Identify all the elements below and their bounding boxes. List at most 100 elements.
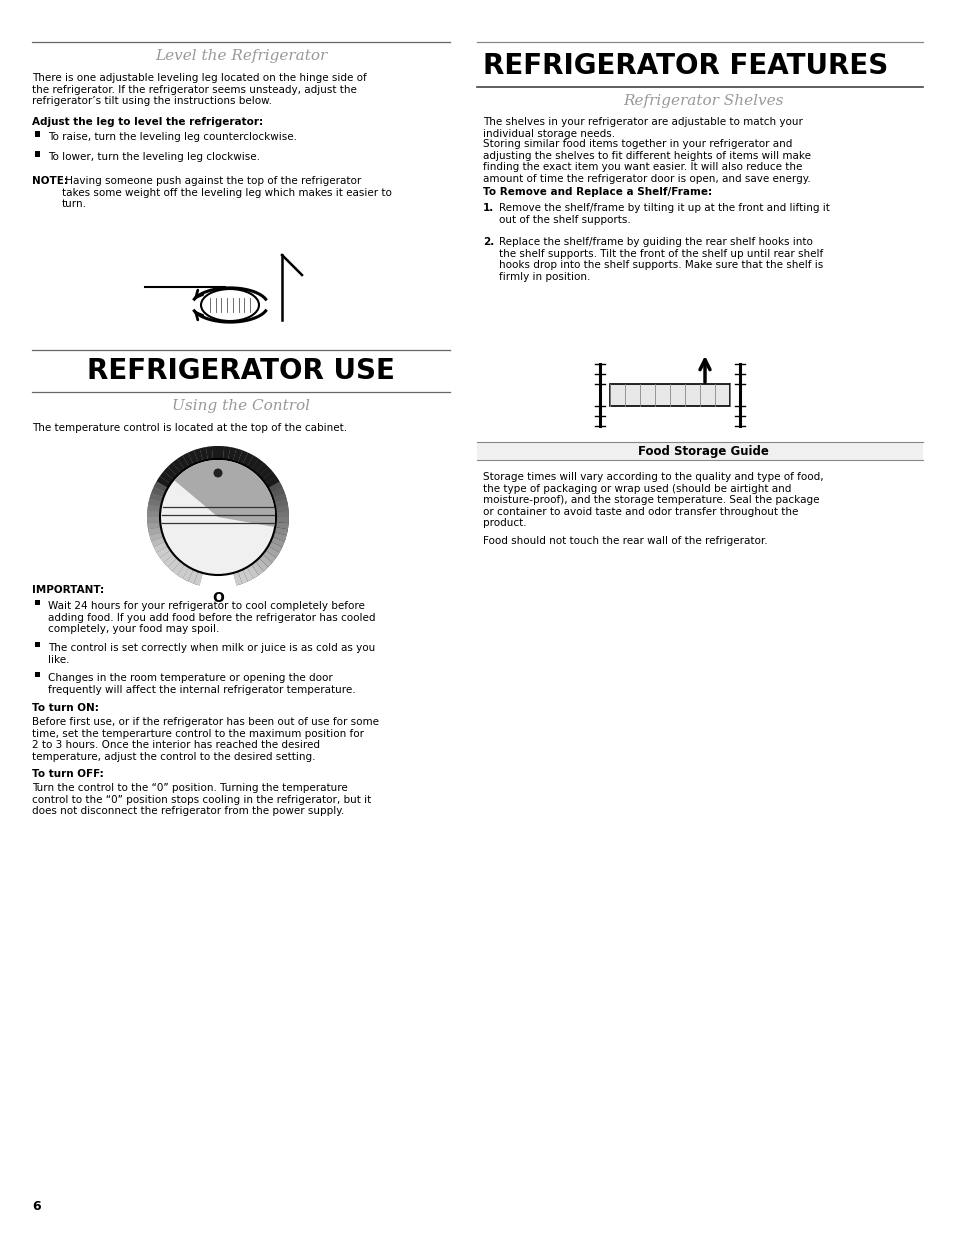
Wedge shape [251,562,263,576]
Text: O: O [212,592,224,605]
Circle shape [160,459,275,576]
Wedge shape [148,527,162,536]
Wedge shape [265,546,279,558]
Wedge shape [153,482,168,493]
Wedge shape [193,572,203,585]
Bar [35,131,40,137]
Wedge shape [199,572,236,589]
Text: Replace the shelf/frame by guiding the rear shelf hooks into
the shelf supports.: Replace the shelf/frame by guiding the r… [498,237,822,282]
Wedge shape [212,446,218,459]
Text: Storing similar food items together in your refrigerator and
adjusting the shelv: Storing similar food items together in y… [482,140,810,184]
Wedge shape [174,459,274,527]
Wedge shape [147,517,160,524]
Wedge shape [255,463,268,475]
Text: Food Storage Guide: Food Storage Guide [637,445,767,457]
Wedge shape [246,456,289,517]
Text: The shelves in your refrigerator are adjustable to match your
individual storage: The shelves in your refrigerator are adj… [482,117,802,138]
Wedge shape [182,453,193,467]
Wedge shape [152,487,165,498]
Text: Level the Refrigerator: Level the Refrigerator [154,49,327,63]
Text: To Remove and Replace a Shelf/Frame:: To Remove and Replace a Shelf/Frame: [482,186,711,198]
Wedge shape [271,537,284,547]
Wedge shape [246,517,289,578]
Wedge shape [259,467,273,479]
Wedge shape [247,564,258,578]
Wedge shape [199,447,208,461]
Text: NOTE:: NOTE: [32,177,68,186]
Wedge shape [233,448,242,462]
Bar [35,151,40,157]
Wedge shape [212,574,218,588]
Text: 2.: 2. [482,237,494,247]
Text: The control is set correctly when milk or juice is as cold as you
like.: The control is set correctly when milk o… [48,643,375,664]
Wedge shape [233,572,242,585]
Text: Using the Control: Using the Control [172,399,310,412]
Text: Having someone push against the top of the refrigerator
takes some weight off th: Having someone push against the top of t… [62,177,392,209]
Wedge shape [259,555,273,567]
Text: REFRIGERATOR FEATURES: REFRIGERATOR FEATURES [482,52,887,80]
Wedge shape [177,564,189,578]
Wedge shape [274,505,289,513]
Wedge shape [152,537,165,547]
Wedge shape [262,551,275,563]
Text: There is one adjustable leveling leg located on the hinge side of
the refrigerat: There is one adjustable leveling leg loc… [32,73,366,106]
Wedge shape [206,446,213,459]
Wedge shape [242,567,253,582]
Text: Turn the control to the “0” position. Turning the temperature
control to the “0”: Turn the control to the “0” position. Tu… [32,783,371,816]
Wedge shape [153,541,168,552]
Wedge shape [147,522,161,530]
Wedge shape [188,451,198,464]
FancyBboxPatch shape [609,384,729,406]
Text: To lower, turn the leveling leg clockwise.: To lower, turn the leveling leg clockwis… [48,152,260,162]
Bar [476,442,923,459]
Wedge shape [237,569,248,584]
Text: Changes in the room temperature or opening the door
frequently will affect the i: Changes in the room temperature or openi… [48,673,355,694]
Wedge shape [228,447,236,461]
Text: To turn OFF:: To turn OFF: [32,769,104,779]
Text: Refrigerator Shelves: Refrigerator Shelves [622,94,782,107]
Text: 6: 6 [32,1200,41,1213]
Text: The temperature control is located at the top of the cabinet.: The temperature control is located at th… [32,424,347,433]
Text: To raise, turn the leveling leg counterclockwise.: To raise, turn the leveling leg counterc… [48,132,296,142]
Text: Before first use, or if the refrigerator has been out of use for some
time, set : Before first use, or if the refrigerator… [32,718,378,762]
Wedge shape [273,493,286,501]
Wedge shape [274,522,289,530]
Wedge shape [247,456,258,469]
Wedge shape [206,574,213,588]
Text: REFRIGERATOR USE: REFRIGERATOR USE [87,357,395,385]
Text: Storage times will vary according to the quality and type of food,
the type of p: Storage times will vary according to the… [482,472,822,529]
Wedge shape [147,456,190,517]
Text: Remove the shelf/frame by tilting it up at the front and lifting it
out of the s: Remove the shelf/frame by tilting it up … [498,203,829,225]
Wedge shape [223,446,230,459]
Wedge shape [199,573,208,587]
Wedge shape [172,562,185,576]
Text: Adjust the leg to level the refrigerator:: Adjust the leg to level the refrigerator… [32,117,263,127]
Wedge shape [193,448,203,462]
Wedge shape [218,574,224,588]
Wedge shape [274,527,288,536]
Wedge shape [148,499,162,506]
Wedge shape [251,459,263,473]
Wedge shape [271,487,284,498]
Bar [35,641,40,647]
Wedge shape [237,451,248,464]
Text: Wait 24 hours for your refrigerator to cool completely before
adding food. If yo: Wait 24 hours for your refrigerator to c… [48,601,375,635]
Wedge shape [262,472,275,484]
Wedge shape [273,532,286,541]
Wedge shape [156,546,171,558]
Text: IMPORTANT:: IMPORTANT: [32,585,104,595]
Wedge shape [147,517,190,578]
Text: Food should not touch the rear wall of the refrigerator.: Food should not touch the rear wall of t… [482,536,767,546]
Wedge shape [188,569,198,584]
Wedge shape [274,499,288,506]
Wedge shape [223,574,230,588]
Wedge shape [160,551,173,563]
Text: To turn ON:: To turn ON: [32,703,99,713]
Wedge shape [242,453,253,467]
Wedge shape [168,463,180,475]
Wedge shape [255,558,268,572]
Wedge shape [177,456,189,469]
Wedge shape [172,459,185,473]
Bar [35,672,40,677]
Text: 1.: 1. [482,203,494,212]
